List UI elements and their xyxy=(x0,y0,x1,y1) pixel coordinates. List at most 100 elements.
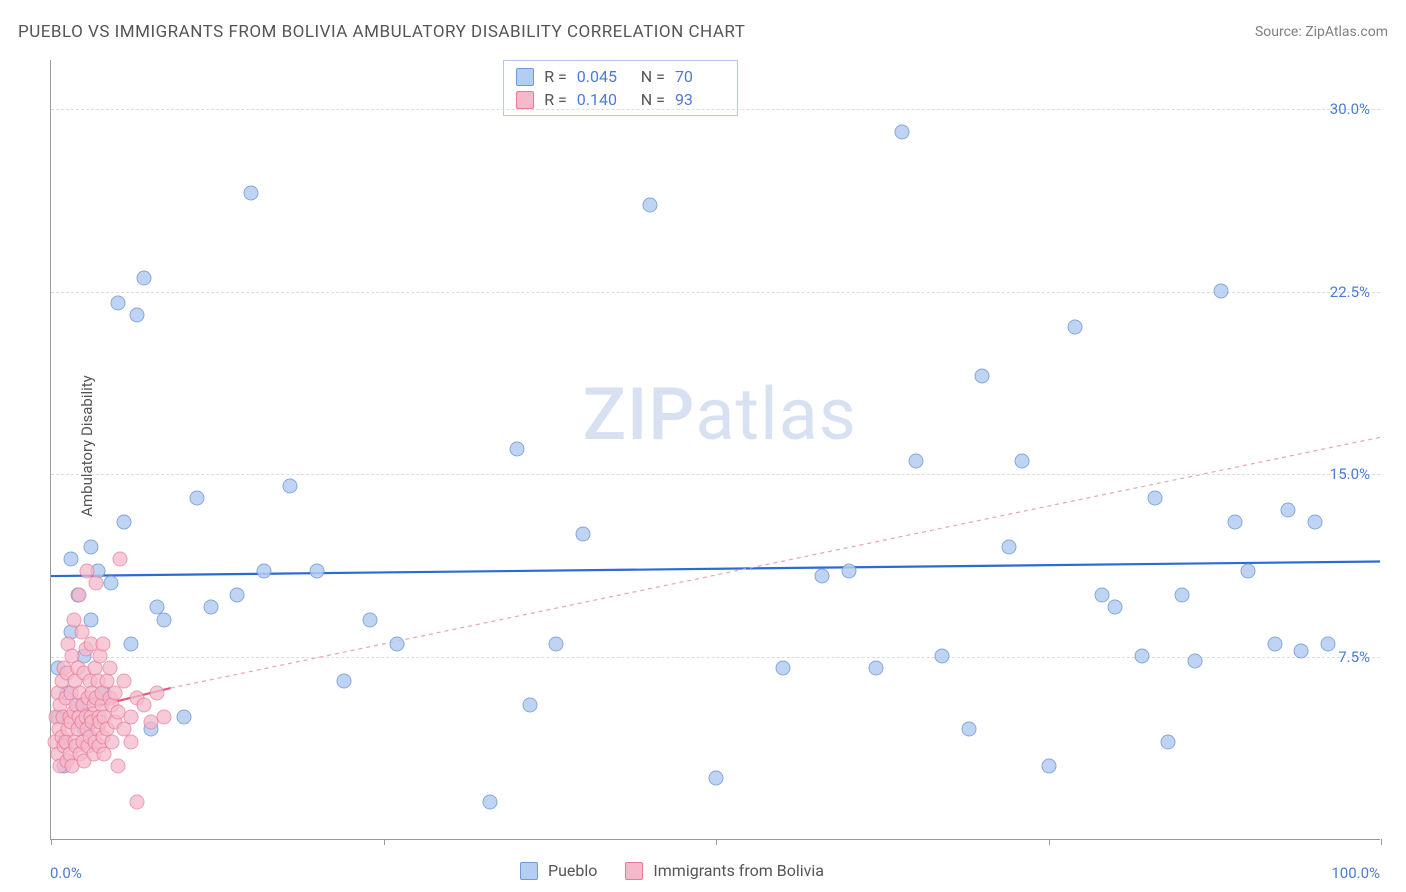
data-point-bolivia xyxy=(105,734,120,749)
x-tick-label: 0.0% xyxy=(50,864,82,882)
data-point-pueblo xyxy=(389,637,404,652)
data-point-pueblo xyxy=(1227,515,1242,530)
data-point-pueblo xyxy=(642,198,657,213)
data-point-pueblo xyxy=(935,649,950,664)
legend-stats: R =0.045 N =70R =0.140 N =93 xyxy=(503,60,738,116)
data-point-pueblo xyxy=(709,771,724,786)
data-point-pueblo xyxy=(1147,490,1162,505)
data-point-pueblo xyxy=(1161,734,1176,749)
legend-swatch xyxy=(625,862,643,880)
gridline xyxy=(51,109,1380,110)
data-point-pueblo xyxy=(110,295,125,310)
data-point-pueblo xyxy=(1187,654,1202,669)
legend-series: PuebloImmigrants from Bolivia xyxy=(520,861,842,880)
data-point-pueblo xyxy=(103,576,118,591)
trend-lines xyxy=(51,60,1380,839)
data-point-pueblo xyxy=(549,637,564,652)
data-point-bolivia xyxy=(150,685,165,700)
y-tick-label: 22.5% xyxy=(1330,283,1370,301)
data-point-pueblo xyxy=(363,612,378,627)
data-point-pueblo xyxy=(1241,563,1256,578)
x-tick xyxy=(1381,839,1382,845)
data-point-pueblo xyxy=(243,186,258,201)
data-point-pueblo xyxy=(1267,637,1282,652)
data-point-pueblo xyxy=(1294,644,1309,659)
data-point-bolivia xyxy=(95,637,110,652)
data-point-bolivia xyxy=(110,758,125,773)
data-point-pueblo xyxy=(1214,283,1229,298)
data-point-bolivia xyxy=(107,685,122,700)
data-point-pueblo xyxy=(137,271,152,286)
data-point-pueblo xyxy=(117,515,132,530)
legend-swatch xyxy=(520,862,538,880)
x-tick xyxy=(716,839,717,845)
y-tick-label: 15.0% xyxy=(1330,465,1370,483)
data-point-bolivia xyxy=(137,697,152,712)
legend-n-label: N = xyxy=(637,90,665,109)
data-point-pueblo xyxy=(230,588,245,603)
y-tick-label: 7.5% xyxy=(1338,648,1370,666)
data-point-bolivia xyxy=(123,734,138,749)
data-point-pueblo xyxy=(1014,454,1029,469)
data-point-bolivia xyxy=(130,795,145,810)
data-point-pueblo xyxy=(1280,502,1295,517)
data-point-pueblo xyxy=(283,478,298,493)
legend-r-label: R = xyxy=(544,67,567,86)
x-tick xyxy=(1049,839,1050,845)
data-point-pueblo xyxy=(1108,600,1123,615)
data-point-pueblo xyxy=(1094,588,1109,603)
data-point-bolivia xyxy=(102,661,117,676)
data-point-bolivia xyxy=(113,551,128,566)
data-point-pueblo xyxy=(1320,637,1335,652)
legend-r-label: R = xyxy=(544,90,567,109)
data-point-pueblo xyxy=(815,568,830,583)
data-point-pueblo xyxy=(83,539,98,554)
data-point-pueblo xyxy=(63,551,78,566)
legend-swatch xyxy=(516,91,534,109)
data-point-bolivia xyxy=(89,576,104,591)
chart-title: PUEBLO VS IMMIGRANTS FROM BOLIVIA AMBULA… xyxy=(18,22,745,42)
legend-series-label: Pueblo xyxy=(548,861,597,880)
gridline xyxy=(51,474,1380,475)
data-point-pueblo xyxy=(256,563,271,578)
legend-n-value: 70 xyxy=(675,67,725,86)
data-point-bolivia xyxy=(117,673,132,688)
data-point-bolivia xyxy=(71,588,86,603)
data-point-pueblo xyxy=(576,527,591,542)
data-point-pueblo xyxy=(509,442,524,457)
data-point-pueblo xyxy=(203,600,218,615)
data-point-pueblo xyxy=(1174,588,1189,603)
data-point-pueblo xyxy=(1068,320,1083,335)
data-point-pueblo xyxy=(522,697,537,712)
data-point-pueblo xyxy=(1134,649,1149,664)
x-tick xyxy=(384,839,385,845)
data-point-pueblo xyxy=(1001,539,1016,554)
data-point-pueblo xyxy=(775,661,790,676)
gridline xyxy=(51,657,1380,658)
data-point-pueblo xyxy=(842,563,857,578)
data-point-pueblo xyxy=(190,490,205,505)
gridline xyxy=(51,292,1380,293)
legend-stats-row-pueblo: R =0.045 N =70 xyxy=(516,65,725,88)
data-point-pueblo xyxy=(1041,758,1056,773)
legend-swatch xyxy=(516,68,534,86)
data-point-pueblo xyxy=(908,454,923,469)
data-point-pueblo xyxy=(310,563,325,578)
legend-r-value: 0.140 xyxy=(577,90,627,109)
data-point-pueblo xyxy=(157,612,172,627)
x-tick-label: 100.0% xyxy=(1331,864,1380,882)
data-point-pueblo xyxy=(961,722,976,737)
data-point-pueblo xyxy=(123,637,138,652)
data-point-pueblo xyxy=(177,710,192,725)
scatter-plot: ZIPatlas R =0.045 N =70R =0.140 N =93 7.… xyxy=(50,60,1380,840)
data-point-bolivia xyxy=(123,710,138,725)
legend-stats-row-bolivia: R =0.140 N =93 xyxy=(516,88,725,111)
data-point-pueblo xyxy=(1307,515,1322,530)
legend-n-label: N = xyxy=(637,67,665,86)
data-point-bolivia xyxy=(157,710,172,725)
data-point-pueblo xyxy=(895,125,910,140)
data-point-pueblo xyxy=(130,307,145,322)
data-point-pueblo xyxy=(975,368,990,383)
y-tick-label: 30.0% xyxy=(1330,100,1370,118)
watermark: ZIPatlas xyxy=(583,372,857,457)
